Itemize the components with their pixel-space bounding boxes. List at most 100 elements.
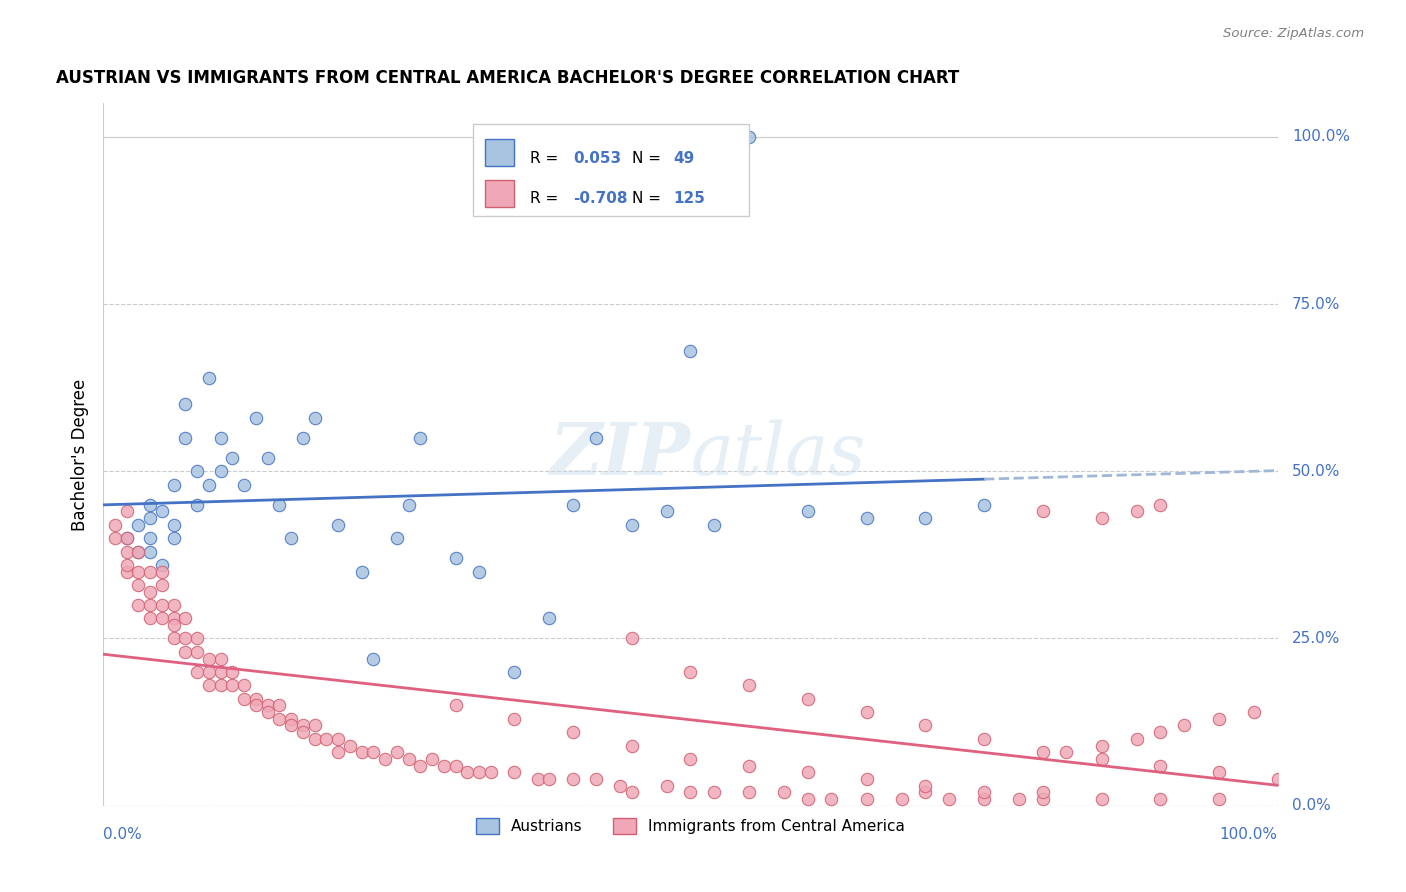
Point [150,504,173,518]
Point [115,531,138,545]
Point [1090,511,1112,525]
Point [104,517,127,532]
Text: 0.053: 0.053 [574,151,621,166]
Point [127,544,149,558]
Point [304,718,326,732]
Point [233,477,256,491]
Point [209,431,232,445]
Point [162,517,184,532]
Point [1032,785,1054,799]
Point [269,712,291,726]
Point [503,765,526,780]
Point [174,431,197,445]
Point [797,792,820,806]
Bar [474,124,749,216]
Point [139,598,162,612]
Point [127,544,149,558]
Point [1243,705,1265,719]
Point [1126,504,1149,518]
Point [1090,792,1112,806]
Point [738,758,761,772]
Point [1267,772,1289,786]
Text: AUSTRIAN VS IMMIGRANTS FROM CENTRAL AMERICA BACHELOR'S DEGREE CORRELATION CHART: AUSTRIAN VS IMMIGRANTS FROM CENTRAL AMER… [56,69,959,87]
Point [973,498,995,512]
Point [162,618,184,632]
Point [198,665,221,679]
Point [562,498,585,512]
Text: -0.708: -0.708 [574,192,627,206]
Point [186,464,208,478]
Point [409,758,432,772]
Point [620,632,643,646]
Point [245,691,267,706]
Point [150,611,173,625]
Point [198,370,221,384]
Point [162,611,184,625]
Point [973,792,995,806]
Point [115,565,138,579]
Point [209,665,232,679]
Bar [485,139,515,166]
Point [797,691,820,706]
Point [538,611,561,625]
Point [162,531,184,545]
Point [1090,752,1112,766]
Point [797,504,820,518]
Point [855,705,877,719]
Point [1032,792,1054,806]
Text: N =: N = [631,151,665,166]
Y-axis label: Bachelor's Degree: Bachelor's Degree [72,378,89,531]
Point [914,511,936,525]
Point [385,531,408,545]
Text: 100.0%: 100.0% [1292,129,1350,145]
Bar [485,180,515,207]
Point [738,785,761,799]
Point [139,531,162,545]
Point [326,745,349,759]
Point [361,651,384,665]
Point [326,731,349,746]
Point [280,712,302,726]
Point [855,772,877,786]
Text: 125: 125 [673,192,704,206]
Point [562,725,585,739]
Point [256,698,278,713]
Point [304,410,326,425]
Text: 100.0%: 100.0% [1220,827,1278,842]
Point [139,584,162,599]
Point [291,718,314,732]
Text: N =: N = [631,192,665,206]
Text: Source: ZipAtlas.com: Source: ZipAtlas.com [1223,27,1364,40]
Point [127,578,149,592]
Point [1126,731,1149,746]
Point [433,758,456,772]
Text: 0.0%: 0.0% [1292,798,1330,814]
Point [245,698,267,713]
Point [256,450,278,465]
Point [209,464,232,478]
Text: 0.0%: 0.0% [103,827,142,842]
Point [256,705,278,719]
Point [855,511,877,525]
Point [104,531,127,545]
Point [703,517,725,532]
Point [174,611,197,625]
Point [198,678,221,692]
Point [444,698,467,713]
Point [315,731,337,746]
Point [679,785,702,799]
Point [1054,745,1077,759]
Point [468,565,491,579]
Point [339,739,361,753]
Point [198,651,221,665]
Point [150,578,173,592]
Point [127,517,149,532]
Point [139,611,162,625]
Point [1032,504,1054,518]
Text: 49: 49 [673,151,695,166]
Point [456,765,478,780]
Point [409,431,432,445]
Point [269,698,291,713]
Point [1090,739,1112,753]
Point [797,765,820,780]
